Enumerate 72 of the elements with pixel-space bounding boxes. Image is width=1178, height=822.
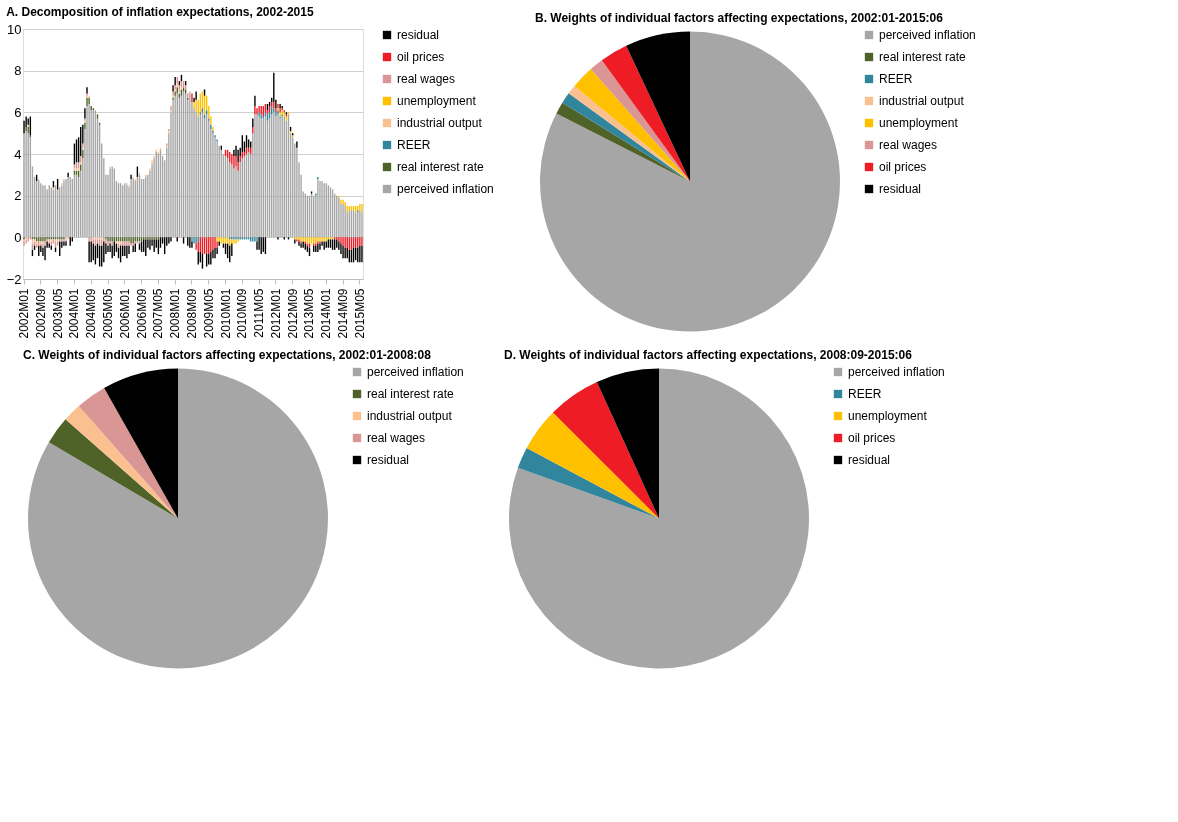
x-tick-label: 2004M09 [84,288,99,339]
pie-slice [574,68,690,182]
legend-label: real interest rate [879,50,967,64]
legend-label: perceived inflation [397,182,494,196]
pie-slice [626,31,690,182]
x-tick-label: 2008M09 [184,288,199,339]
x-tick-label: 2006M09 [134,288,149,339]
y-tick-label: 8 [14,63,22,79]
y-tick-label: 2 [14,188,22,204]
legend-label: real interest rate [367,387,455,401]
y-tick-label: −2 [6,271,22,287]
legend-label: real wages [879,138,938,152]
legend-label: oil prices [848,431,896,445]
chart-title: C. Weights of individual factors affecting expectations, 2002:01-2008:08 [23,348,432,362]
legend-label: unemployment [848,409,928,423]
pie-slice [601,45,690,182]
legend-label: industrial output [879,94,965,108]
x-tick-label: 2015M05 [352,288,367,339]
x-tick-label: 2011M05 [252,288,267,338]
pie-slice [48,419,178,519]
legend-label: residual [367,453,410,467]
y-tick-label: 4 [14,146,22,162]
pie-slice [78,387,178,519]
y-tick-label: 6 [14,104,22,120]
legend-label: real interest rate [397,160,485,174]
y-tick-label: 0 [14,229,22,245]
legend-label: oil prices [397,50,445,64]
legend-label: REER [879,72,913,86]
pie-slice [517,447,659,519]
x-tick-label: 2010M09 [235,288,250,339]
pie-slice [540,31,840,332]
chart-title: D. Weights of individual factors affecting expectations, 2008:09-2015:06 [504,348,913,362]
legend-label: residual [397,28,440,42]
x-tick-label: 2009M05 [201,288,216,339]
pie-slice [104,368,178,519]
legend-label: perceived inflation [367,365,464,379]
legend-label: industrial output [397,116,483,130]
chart-title: A. Decomposition of inflation expectations, 2002-2015 [6,5,314,19]
legend-label: residual [848,453,891,467]
x-tick-label: 2003M05 [50,288,65,339]
y-tick-label: 10 [7,21,22,37]
pie-slice [526,412,659,519]
legend-label: residual [879,182,922,196]
x-tick-label: 2008M01 [168,288,183,339]
legend-label: unemployment [879,116,959,130]
x-tick-label: 2005M05 [101,288,115,339]
legend-label: real wages [397,72,456,86]
x-tick-label: 2012M09 [285,288,300,339]
legend-label: REER [397,138,431,152]
x-tick-label: 2007M05 [151,288,166,339]
legend-label: unemployment [397,94,477,108]
pie-slice [28,368,328,669]
pie-slice [590,60,690,182]
x-tick-label: 2002M09 [33,288,48,339]
x-tick-label: 2012M01 [268,288,283,339]
pie-slice [509,368,809,669]
x-tick-label: 2004M01 [67,288,82,339]
x-tick-label: 2014M09 [336,288,351,339]
legend-label: perceived inflation [848,365,945,379]
chart-title: B. Weights of individual factors affecting expectations, 2002:01-2015:06 [535,11,944,25]
legend-label: REER [848,387,882,401]
legend-label: industrial output [367,409,453,423]
x-tick-label: 2014M01 [319,288,334,339]
legend-label: real wages [367,431,426,445]
legend-label: perceived inflation [879,28,976,42]
x-tick-label: 2002M01 [17,288,32,339]
x-tick-label: 2010M01 [218,288,233,339]
x-tick-label: 2006M01 [117,288,132,339]
legend-label: oil prices [879,160,927,174]
pie-slice [552,381,659,519]
pie-slice [596,368,659,519]
x-tick-label: 2013M05 [302,288,317,339]
